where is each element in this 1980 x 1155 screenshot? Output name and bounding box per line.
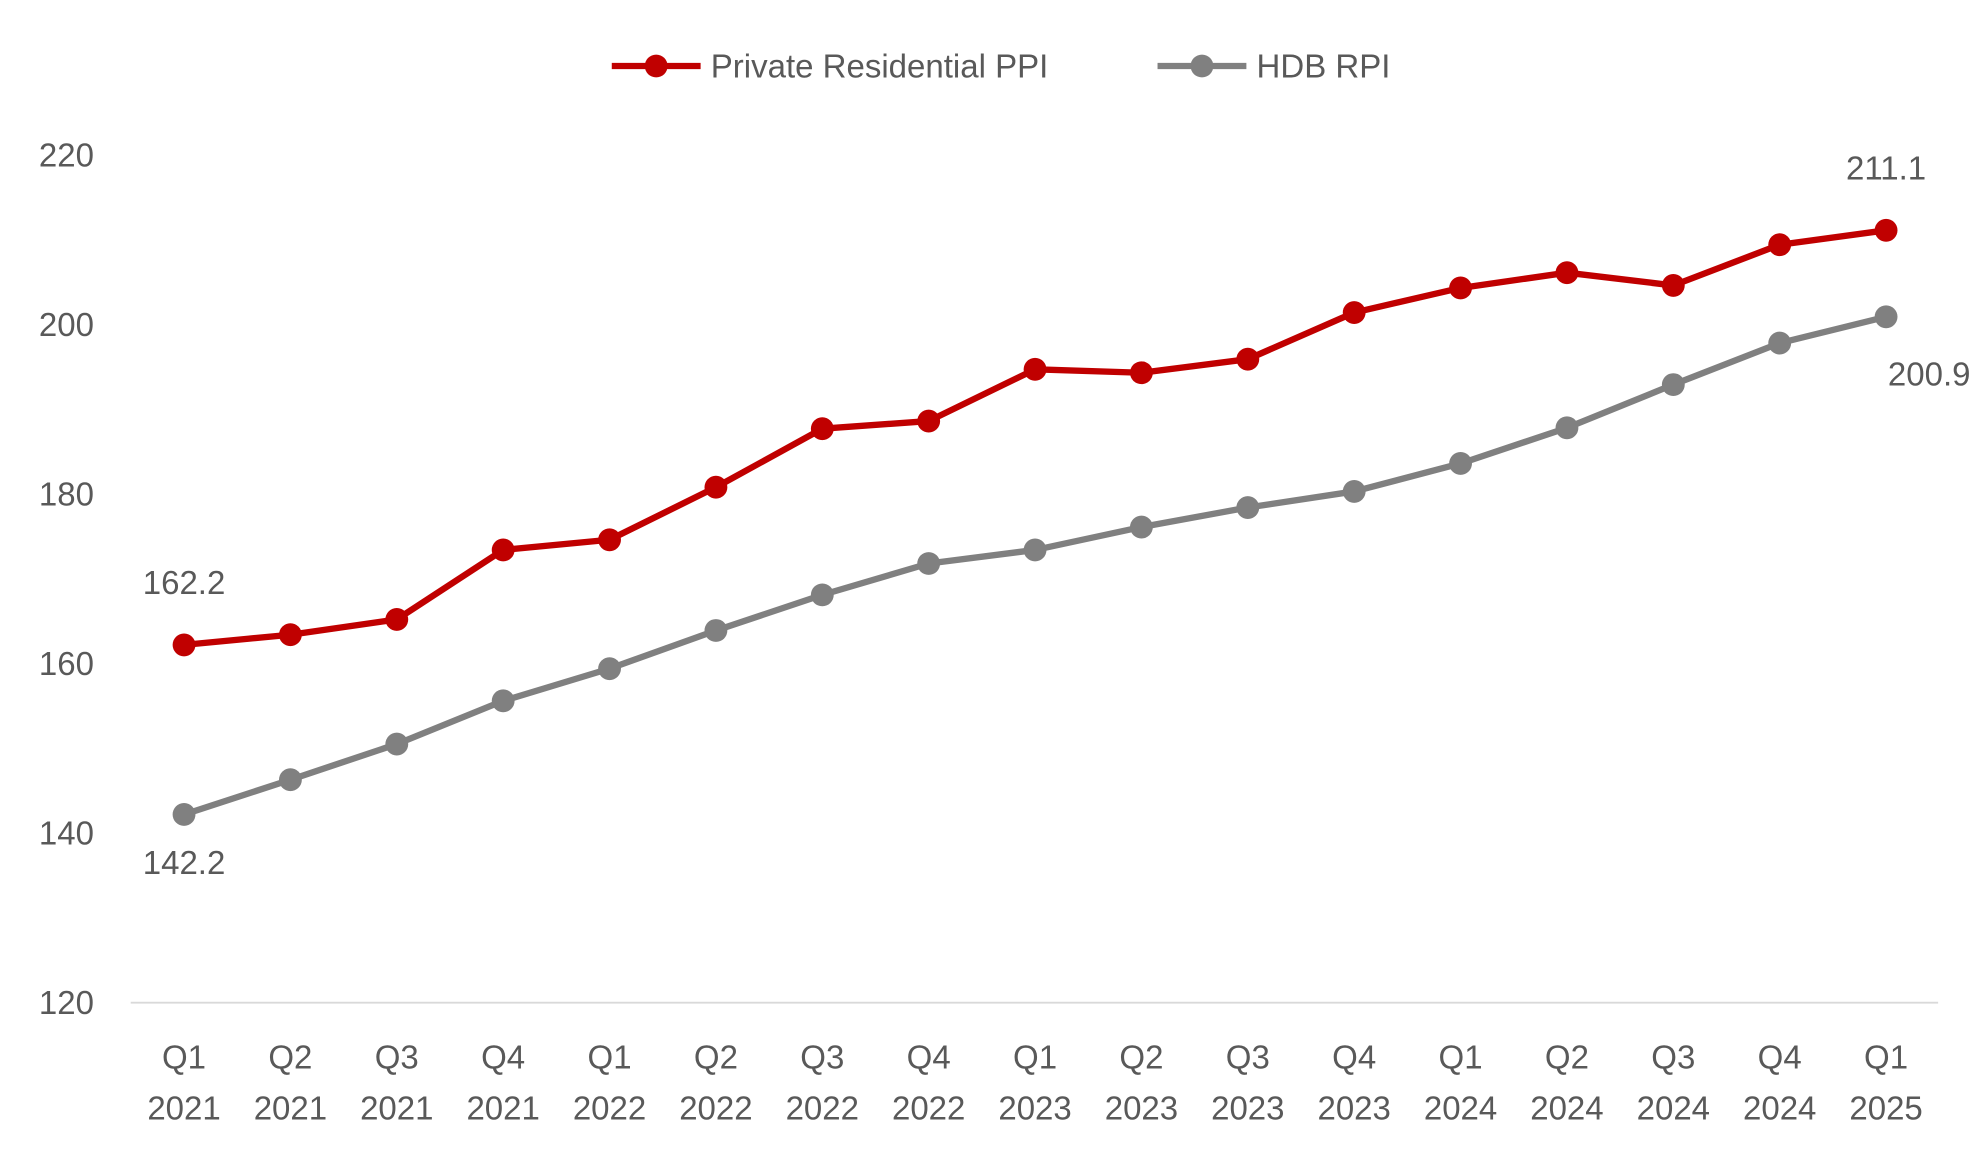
x-tick-label: Q1 2023	[998, 1039, 1071, 1127]
y-tick-label: 140	[39, 815, 94, 852]
y-axis: 120 140 160 180 200 220	[39, 136, 94, 1021]
data-point	[385, 608, 409, 631]
x-tick-label: Q2 2023	[1105, 1039, 1178, 1127]
data-point	[1130, 515, 1153, 539]
y-tick-label: 120	[39, 984, 94, 1021]
data-point	[1236, 347, 1260, 371]
data-point	[1236, 496, 1260, 519]
legend: Private Residential PPI HDB RPI	[611, 47, 1391, 84]
series-group	[172, 218, 1898, 826]
data-point	[917, 409, 941, 433]
y-tick-label: 160	[39, 645, 94, 682]
data-point	[278, 768, 302, 792]
data-point	[491, 538, 515, 562]
x-axis: Q1 2021 Q2 2021 Q3 2021 Q4 2021 Q1 2022 Q2 2022 Q3 20…	[147, 1039, 1922, 1127]
x-tick-label: Q4 2022	[892, 1039, 965, 1127]
y-tick-label: 200	[39, 306, 94, 343]
data-label: 162.2	[143, 564, 226, 601]
data-point	[1342, 301, 1366, 324]
data-point	[1768, 331, 1792, 355]
series-line	[183, 227, 1887, 649]
data-point	[172, 803, 196, 826]
data-point	[1555, 416, 1579, 440]
y-tick-label: 220	[39, 136, 94, 173]
data-point	[491, 689, 515, 713]
series-0	[172, 218, 1898, 657]
data-point	[1661, 273, 1685, 297]
data-point	[385, 732, 409, 756]
data-point	[598, 528, 621, 552]
data-point	[1661, 373, 1685, 397]
x-tick-label: Q1 2022	[573, 1039, 646, 1127]
data-point	[1449, 452, 1472, 475]
x-tick-label: Q2 2021	[254, 1039, 327, 1127]
x-tick-label: Q1 2025	[1849, 1039, 1922, 1127]
data-point	[810, 583, 834, 607]
legend-label: Private Residential PPI	[711, 47, 1049, 84]
series-line	[183, 313, 1887, 818]
annotations: 162.2 211.1 142.2 200.9	[143, 150, 1971, 882]
x-tick-label: Q4 2023	[1317, 1039, 1390, 1127]
data-point	[1874, 218, 1898, 242]
x-tick-label: Q2 2024	[1530, 1039, 1603, 1127]
data-point	[598, 657, 621, 681]
data-point	[1023, 357, 1047, 381]
legend-label: HDB RPI	[1257, 47, 1391, 84]
legend-marker	[1190, 54, 1214, 78]
x-tick-label: Q4 2024	[1743, 1039, 1816, 1127]
data-point	[704, 619, 728, 642]
data-point	[704, 475, 728, 499]
data-point	[1449, 276, 1472, 300]
data-point	[917, 552, 941, 575]
x-tick-label: Q3 2022	[786, 1039, 859, 1127]
series-1	[172, 305, 1898, 826]
data-point	[1023, 538, 1047, 562]
data-point	[1874, 305, 1898, 329]
data-label: 211.1	[1846, 150, 1926, 187]
data-point	[1555, 261, 1579, 285]
x-tick-label: Q1 2021	[147, 1039, 220, 1127]
x-tick-label: Q3 2024	[1637, 1039, 1710, 1127]
x-tick-label: Q3 2023	[1211, 1039, 1284, 1127]
data-point	[1130, 361, 1153, 385]
data-label: 200.9	[1888, 355, 1971, 392]
y-tick-label: 180	[39, 475, 94, 512]
legend-marker	[644, 54, 668, 78]
data-point	[172, 633, 196, 657]
x-tick-label: Q4 2021	[466, 1039, 539, 1127]
data-point	[1342, 480, 1366, 503]
x-tick-label: Q3 2021	[360, 1039, 433, 1127]
x-tick-label: Q1 2024	[1424, 1039, 1497, 1127]
data-point	[1768, 233, 1792, 257]
data-point	[810, 417, 834, 441]
data-label: 142.2	[143, 844, 226, 881]
data-point	[278, 623, 302, 647]
x-tick-label: Q2 2022	[679, 1039, 752, 1127]
